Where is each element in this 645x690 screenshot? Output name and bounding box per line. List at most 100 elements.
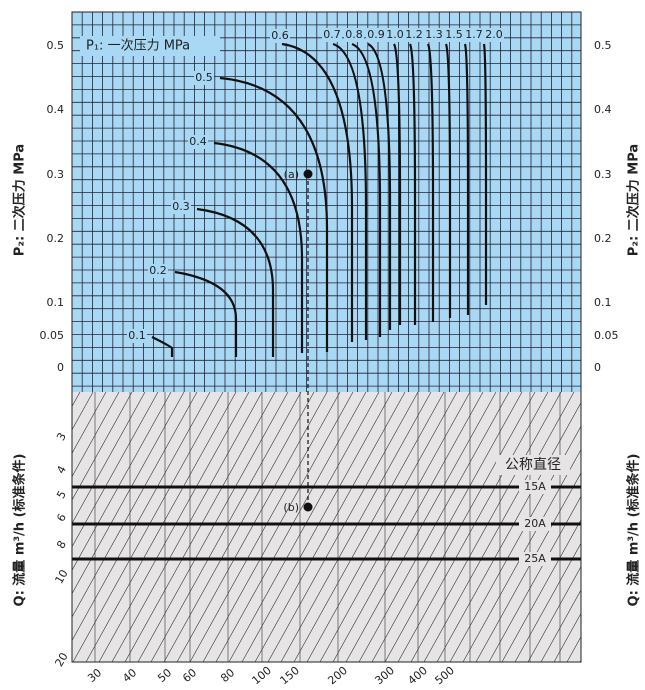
pressure-tick-right: 0.5 (594, 39, 612, 52)
pressure-tick-right: 0.1 (594, 296, 612, 309)
curve-label-bg (148, 264, 168, 278)
bottom-tick: 500 (432, 664, 456, 687)
pressure-curve (151, 336, 174, 357)
curve-label-bg (194, 71, 214, 85)
pressure-curve (219, 76, 329, 352)
bottom-tick: 150 (277, 664, 301, 687)
curve-label: 1.3 (425, 28, 443, 41)
curve-label: 1.0 (386, 28, 404, 41)
bottom-tick: 50 (155, 666, 174, 685)
size-title: 公称直径 (505, 456, 561, 473)
pressure-tick-right: 0.4 (594, 103, 612, 116)
pressure-tick: 0.4 (47, 103, 65, 116)
size-label: 15A (524, 480, 546, 493)
grid-line (254, 392, 406, 662)
grid-line (267, 392, 419, 662)
pressure-tick: 0.1 (47, 296, 65, 309)
upper-axis-label-right: P₂: 二次压力 MPa (626, 144, 642, 256)
bottom-tick: 60 (180, 666, 199, 685)
flow-grid (0, 392, 581, 662)
curve-label-bg (344, 28, 364, 42)
lower-axis-label-right: Q: 流量 m³/h (标准条件) (626, 454, 642, 607)
grid-line (85, 392, 237, 662)
grid-line (72, 392, 120, 478)
grid-line (501, 519, 581, 662)
size-title-bg (496, 455, 570, 475)
grid-line (202, 392, 354, 662)
grid-line (397, 392, 549, 662)
size-label-bg (519, 552, 551, 566)
grid-line (345, 392, 497, 662)
grid-line (0, 392, 2, 662)
point-label: (b) (283, 501, 299, 514)
grid-line (215, 392, 367, 662)
curve-label: 1.5 (445, 28, 463, 41)
pressure-curve (408, 43, 417, 325)
flow-tick: 4 (54, 463, 69, 476)
flow-tick: 10 (52, 567, 70, 586)
curve-label-bg (322, 28, 342, 42)
flow-tick: 5 (54, 488, 69, 501)
grid-line (72, 392, 107, 454)
curve-label-bg (127, 329, 147, 343)
bottom-tick: 40 (120, 666, 139, 685)
grid-line (553, 612, 581, 662)
bottom-tick: 300 (372, 664, 396, 687)
grid-line (293, 392, 445, 662)
grid-line (124, 392, 276, 662)
grid-line (306, 392, 458, 662)
size-label-bg (519, 517, 551, 531)
pressure-tick: 0.05 (40, 329, 65, 342)
grid-line (423, 392, 575, 662)
pressure-curve (332, 42, 368, 340)
flow-region (72, 392, 581, 662)
pressure-tick-right: 0.05 (594, 329, 619, 342)
bottom-tick: 400 (405, 664, 429, 687)
curve-label-bg (171, 200, 191, 214)
flow-tick: 20 (52, 650, 70, 669)
grid-line (98, 392, 250, 662)
pressure-tick: 0.2 (47, 232, 65, 245)
point (303, 169, 313, 179)
grid-line (111, 392, 263, 662)
pressure-curve (196, 207, 275, 357)
grid-line (332, 392, 484, 662)
curve-label-bg (424, 28, 444, 42)
pressure-curve (281, 42, 354, 342)
curve-label: 1.2 (405, 28, 423, 41)
pressure-tick-right: 0.2 (594, 232, 612, 245)
pressure-curve (463, 43, 470, 315)
curve-label: 0.8 (345, 28, 363, 41)
grid-line (319, 392, 471, 662)
grid-line (72, 392, 224, 662)
curve-label-bg (385, 28, 405, 42)
grid-line (72, 392, 133, 501)
grid-line (72, 392, 211, 642)
grid-line (410, 392, 562, 662)
grid-line (189, 392, 341, 662)
bottom-tick: 100 (249, 664, 273, 687)
point-label: (a) (284, 168, 299, 181)
legend-bg (80, 36, 220, 56)
grid-line (72, 392, 172, 571)
grid-line (176, 392, 328, 662)
pressure-curve (174, 270, 238, 357)
curve-label-bg (188, 135, 208, 149)
curve-label-bg (484, 28, 504, 42)
curve-label-bg (464, 28, 484, 42)
grid-line (358, 392, 510, 662)
pressure-curve (482, 43, 488, 305)
grid-line (514, 542, 581, 662)
grid-line (527, 565, 581, 662)
grid-line (384, 392, 536, 662)
flow-tick: 3 (54, 430, 69, 443)
upper-axis-label: P₂: 二次压力 MPa (12, 144, 28, 256)
pressure-curve (392, 43, 402, 325)
size-label: 20A (524, 517, 546, 530)
grid-line (280, 392, 432, 662)
size-label: 25A (524, 552, 546, 565)
curve-label-bg (270, 29, 290, 43)
lower-axis-label: Q: 流量 m³/h (标准条件) (12, 454, 28, 607)
legend: P₁: 一次压力 MPa (86, 38, 190, 54)
